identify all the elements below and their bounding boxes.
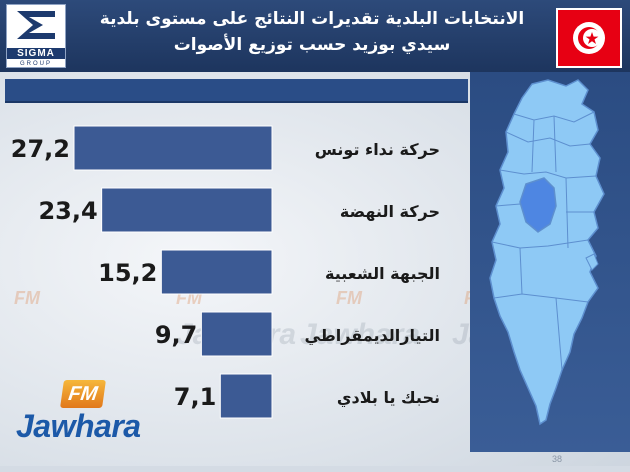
category-label: حركة النهضة	[340, 202, 440, 221]
bar-value-label: 27,2	[11, 135, 70, 163]
bar-2	[160, 249, 273, 295]
bar-value-label: 15,2	[98, 259, 157, 287]
category-label: حركة نداء تونس	[315, 140, 440, 159]
bar-3	[200, 311, 273, 357]
bar-4	[219, 373, 273, 419]
logo-subtext: GROUP	[19, 61, 52, 67]
title-band	[5, 79, 468, 103]
sigma-logo: SIGMA GROUP	[6, 4, 66, 68]
page-number: 38	[552, 454, 563, 464]
watermark-fm: FM	[14, 288, 40, 308]
category-label: الجبهة الشعبية	[325, 264, 440, 283]
bar-1	[101, 187, 273, 233]
watermark-fm: FM	[336, 288, 362, 308]
watermark: Jawhara	[300, 318, 421, 351]
tunisia-flag	[556, 8, 622, 68]
bar-value-label: 7,1	[174, 383, 217, 411]
tunisia-map-icon	[489, 79, 605, 426]
footer-strip	[0, 466, 630, 472]
slide-title: الانتخابات البلدية تقديرات النتائج على م…	[99, 9, 525, 55]
bar-0	[73, 125, 273, 171]
bar-value-label: 9,7	[155, 321, 198, 349]
slide-header: SIGMA GROUP الانتخابات البلدية تقديرات ا…	[0, 0, 630, 72]
results-bar-chart: 27,2 حركة نداء تونس 23,4 حركة النهضة 15,2 الج…	[11, 125, 440, 419]
category-label: نحبك يا بلادي	[337, 388, 440, 408]
flag-emblem-icon	[573, 22, 605, 54]
logo-text: SIGMA	[7, 48, 65, 59]
sigma-icon	[17, 11, 55, 39]
tunisia-map	[470, 72, 630, 456]
jawhara-logo-text: Jawhara	[16, 408, 141, 444]
jawhara-fm-badge: FM	[60, 380, 106, 408]
bar-value-label: 23,4	[38, 197, 97, 225]
category-label: التيارالديمقراطي	[305, 326, 440, 346]
